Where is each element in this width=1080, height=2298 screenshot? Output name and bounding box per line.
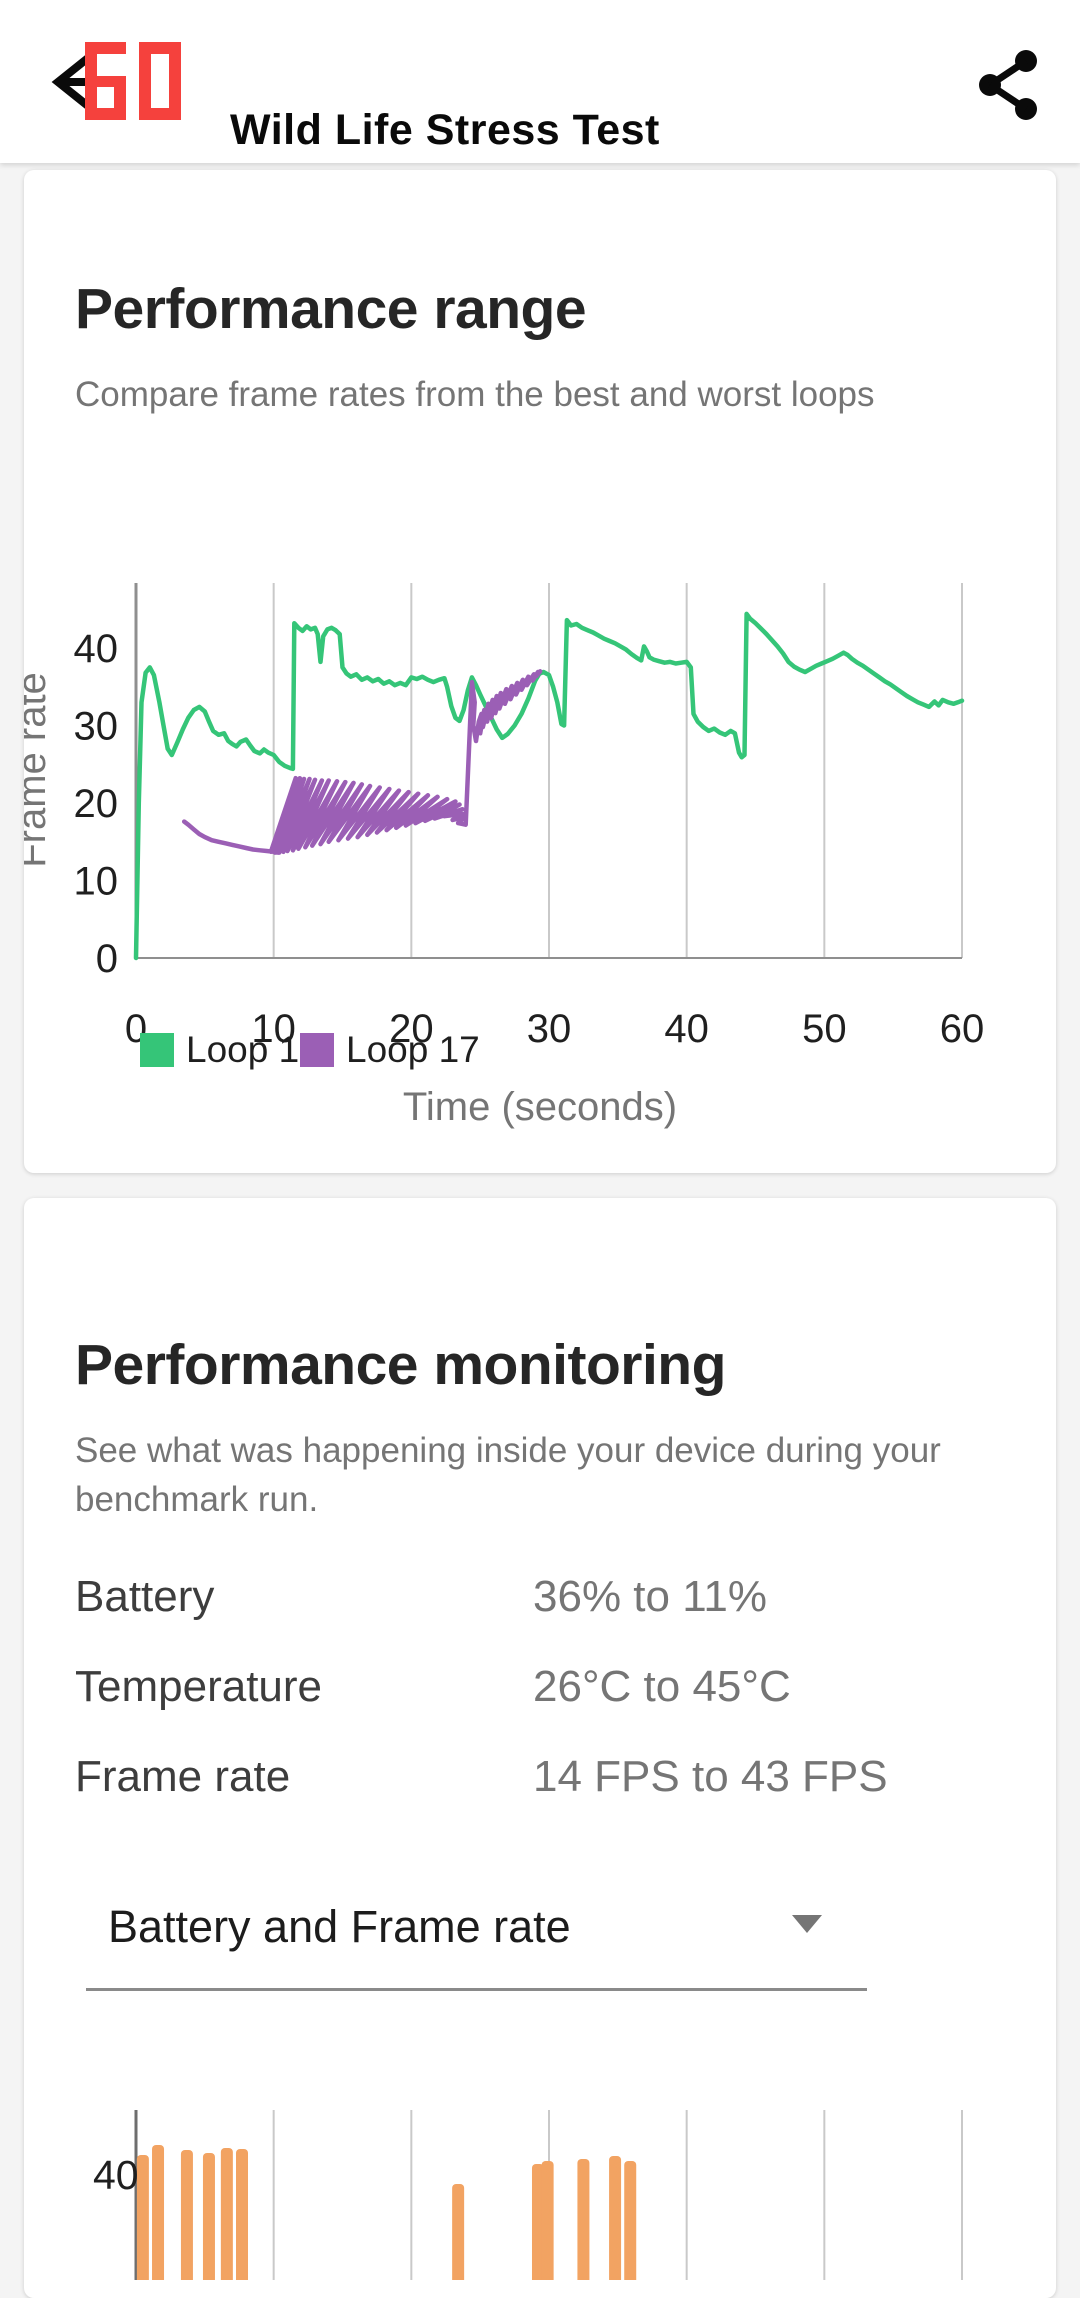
page-title: Wild Life Stress Test [230, 105, 660, 154]
performance-range-subtitle: Compare frame rates from the best and wo… [75, 375, 875, 414]
frame-rate-bar [609, 2156, 622, 2280]
y-tick-label: 40 [74, 627, 119, 671]
x-tick-label: 10 [251, 1007, 296, 1051]
y-tick-label: 0 [96, 937, 118, 981]
y-tick-label: 20 [74, 782, 119, 826]
legend-label: Loop 17 [346, 1029, 480, 1070]
x-tick-label: 50 [802, 1007, 847, 1051]
x-tick-label: 60 [940, 1007, 985, 1051]
performance-monitoring-title: Performance monitoring [75, 1333, 726, 1398]
back-button[interactable] [40, 40, 150, 124]
frame-rate-bar [577, 2159, 590, 2280]
frame-rate-label: Frame rate [75, 1752, 291, 1801]
frame-rate-bar [452, 2184, 465, 2280]
performance-monitoring-subtitle: See what was happening inside your devic… [75, 1431, 941, 1519]
frame-rate-bar [624, 2161, 637, 2280]
y-axis-title: Frame rate [24, 672, 54, 868]
battery-value: 36% to 11% [533, 1572, 768, 1621]
temperature-label: Temperature [75, 1662, 323, 1711]
metric-dropdown[interactable]: Battery and Frame rate [84, 1898, 874, 2003]
frame-rate-bar [180, 2150, 193, 2280]
frame-rate-bar [541, 2161, 554, 2280]
x-tick-label: 40 [664, 1007, 709, 1051]
stat-row-temperature: Temperature 26°C to 45°C [75, 1661, 1016, 1721]
performance-monitoring-card: Performance monitoring See what was happ… [24, 1198, 1056, 2298]
legend-swatch [140, 1033, 174, 1067]
frame-rate-bar [202, 2153, 215, 2280]
back-arrow-icon [51, 54, 98, 110]
frame-rate-bar [152, 2145, 165, 2280]
performance-range-card: Performance range Compare frame rates fr… [24, 170, 1056, 1173]
metric-dropdown-value: Battery and Frame rate [108, 1901, 571, 1952]
y-tick-label: 10 [74, 860, 119, 904]
frame-rate-bar [236, 2149, 249, 2280]
app-bar: Wild Life Stress Test [0, 0, 1080, 163]
legend-swatch [300, 1033, 334, 1067]
temperature-value: 26°C to 45°C [533, 1662, 791, 1711]
battery-label: Battery [75, 1572, 215, 1621]
performance-range-title: Performance range [75, 277, 587, 342]
x-tick-label: 20 [389, 1007, 434, 1051]
stat-row-battery: Battery 36% to 11% [75, 1571, 1016, 1631]
dropdown-underline [86, 1988, 867, 1991]
y-tick-label: 30 [74, 705, 119, 749]
stat-row-frame-rate: Frame rate 14 FPS to 43 FPS [75, 1751, 1016, 1811]
x-axis-title: Time (seconds) [403, 1085, 677, 1129]
monitor-chart-ytick-40: 40 [93, 2152, 139, 2198]
battery-frame-rate-chart [134, 2110, 963, 2280]
x-tick-label: 30 [527, 1007, 572, 1051]
legend-label: Loop 1 [186, 1029, 299, 1070]
frame-rate-bar [220, 2148, 233, 2280]
chevron-down-icon [792, 1915, 822, 1933]
share-icon [979, 49, 1037, 120]
frame-rate-bar [136, 2155, 149, 2280]
share-button[interactable] [975, 48, 1041, 124]
frame-rate-value: 14 FPS to 43 FPS [533, 1752, 888, 1801]
